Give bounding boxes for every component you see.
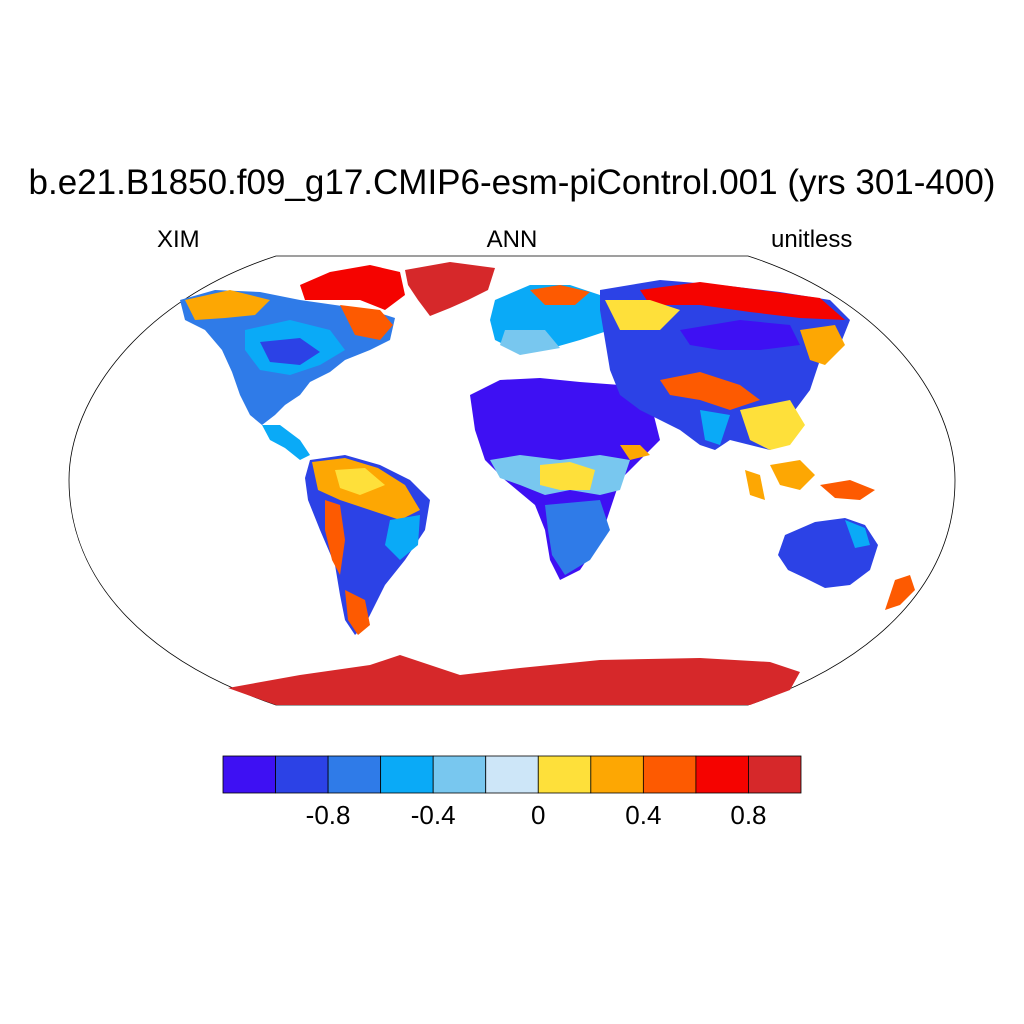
colorbar-bin [275, 755, 329, 794]
plot-title: b.e21.B1850.f09_g17.CMIP6-esm-piControl.… [28, 163, 996, 202]
colorbar-tick-label: 0.4 [625, 800, 662, 830]
colorbar-bin [590, 755, 644, 794]
new-zealand [885, 575, 915, 610]
colorbar-bin [380, 755, 434, 794]
colorbar-bin [537, 755, 592, 794]
colorbar-tick-label: 0.8 [730, 800, 767, 830]
colorbar-bin [695, 755, 749, 794]
colorbar-bin [432, 755, 487, 794]
variable-name: XIM [157, 226, 200, 253]
season-label: ANN [486, 226, 538, 253]
canada-arctic [300, 265, 405, 310]
greenland [405, 262, 495, 316]
colorbar-bin [485, 755, 539, 794]
colorbar-bin [642, 755, 697, 794]
colorbar-bin [222, 755, 276, 794]
colorbar-bin [327, 755, 382, 794]
colorbar-tick-label: 0 [531, 800, 546, 830]
colorbar-tick-label: -0.4 [410, 800, 456, 830]
maritime-continent [770, 460, 815, 490]
units-label: unitless [771, 226, 853, 253]
colorbar-tick-label: -0.8 [305, 800, 351, 830]
central-america [262, 425, 310, 460]
colorbar-bin [748, 755, 802, 794]
antarctica [228, 655, 800, 705]
